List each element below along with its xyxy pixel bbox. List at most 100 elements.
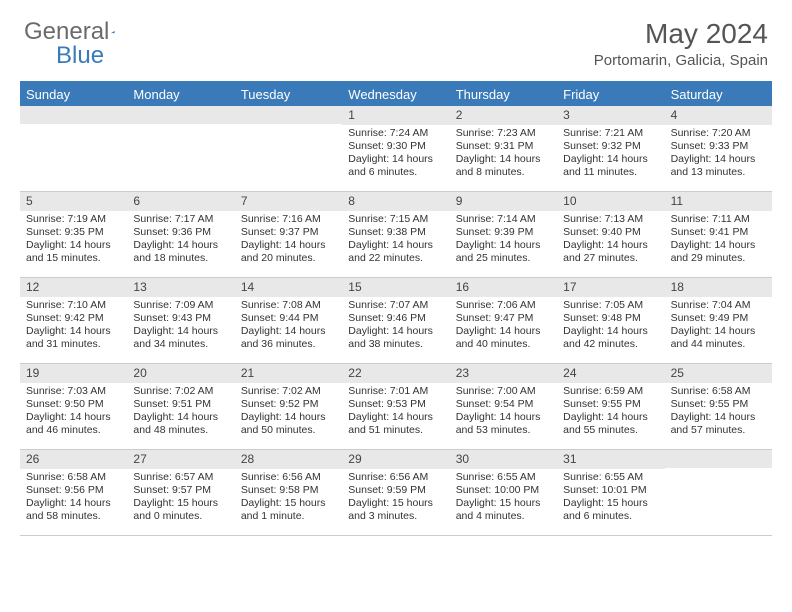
daylight-line: Daylight: 14 hours and 53 minutes. [456,411,551,437]
day-cell: 6Sunrise: 7:17 AMSunset: 9:36 PMDaylight… [127,192,234,278]
sunset-line: Sunset: 9:43 PM [133,312,228,325]
day-number [20,106,127,124]
sunset-line: Sunset: 9:49 PM [671,312,766,325]
daylight-line: Daylight: 14 hours and 18 minutes. [133,239,228,265]
sunset-line: Sunset: 9:55 PM [671,398,766,411]
sunset-line: Sunset: 9:39 PM [456,226,551,239]
sunset-line: Sunset: 9:54 PM [456,398,551,411]
day-number: 20 [127,364,234,383]
daylight-line: Daylight: 14 hours and 48 minutes. [133,411,228,437]
day-number: 14 [235,278,342,297]
day-cell: 5 Sunrise: 7:19 AMSunset: 9:35 PMDaylight… [20,192,127,278]
day-number [235,106,342,124]
day-cell: 14Sunrise: 7:08 AMSunset: 9:44 PMDayligh… [235,278,342,364]
sunset-line: Sunset: 9:50 PM [26,398,121,411]
sunrise-line: Sunrise: 7:09 AM [133,299,228,312]
logo-text-blue: Blue [56,42,104,69]
daylight-line: Daylight: 15 hours and 6 minutes. [563,497,658,523]
daylight-line: Daylight: 14 hours and 34 minutes. [133,325,228,351]
daylight-line: Daylight: 14 hours and 51 minutes. [348,411,443,437]
week-row: 26Sunrise: 6:58 AMSunset: 9:56 PMDayligh… [20,450,772,536]
sunrise-line: Sunrise: 6:56 AM [348,471,443,484]
day-number: 30 [450,450,557,469]
day-cell: 21Sunrise: 7:02 AMSunset: 9:52 PMDayligh… [235,364,342,450]
daylight-line: Daylight: 14 hours and 38 minutes. [348,325,443,351]
daylight-line: Daylight: 14 hours and 15 minutes. [26,239,121,265]
sunset-line: Sunset: 9:32 PM [563,140,658,153]
sunrise-line: Sunrise: 7:04 AM [671,299,766,312]
daylight-line: Daylight: 15 hours and 0 minutes. [133,497,228,523]
day-header-monday: Monday [127,83,234,106]
daylight-line: Daylight: 14 hours and 44 minutes. [671,325,766,351]
day-cell: 23 Sunrise: 7:00 AMSunset: 9:54 PMDayligh… [450,364,557,450]
sunrise-line: Sunrise: 7:19 AM [26,213,121,226]
sunset-line: Sunset: 9:36 PM [133,226,228,239]
sunset-line: Sunset: 9:48 PM [563,312,658,325]
week-row: 5Sunrise: 7:19 AMSunset: 9:35 PMDaylight… [20,192,772,278]
day-cell: 4Sunrise: 7:20 AMSunset: 9:33 PMDaylight… [665,106,772,192]
logo-text-blue-wrap: Blue [56,42,104,70]
day-cell: 26Sunrise: 6:58 AMSunset: 9:56 PMDayligh… [20,450,127,536]
daylight-line: Daylight: 14 hours and 29 minutes. [671,239,766,265]
sunrise-line: Sunrise: 6:58 AM [26,471,121,484]
sunrise-line: Sunrise: 7:05 AM [563,299,658,312]
day-number: 12 [20,278,127,297]
sunset-line: Sunset: 9:33 PM [671,140,766,153]
day-number: 1 [342,106,449,125]
sunset-line: Sunset: 9:58 PM [241,484,336,497]
sunrise-line: Sunrise: 6:59 AM [563,385,658,398]
sunset-line: Sunset: 9:56 PM [26,484,121,497]
day-number: 5 [20,192,127,211]
sunset-line: Sunset: 9:57 PM [133,484,228,497]
daylight-line: Daylight: 14 hours and 40 minutes. [456,325,551,351]
day-cell: 15Sunrise: 7:07 AMSunset: 9:46 PMDayligh… [342,278,449,364]
sunrise-line: Sunrise: 7:00 AM [456,385,551,398]
day-number: 7 [235,192,342,211]
day-number: 31 [557,450,664,469]
sunrise-line: Sunrise: 7:23 AM [456,127,551,140]
daylight-line: Daylight: 14 hours and 57 minutes. [671,411,766,437]
day-cell [235,106,342,192]
day-number: 4 [665,106,772,125]
day-number: 27 [127,450,234,469]
day-number: 6 [127,192,234,211]
daylight-line: Daylight: 14 hours and 31 minutes. [26,325,121,351]
sunset-line: Sunset: 9:46 PM [348,312,443,325]
sunrise-line: Sunrise: 7:11 AM [671,213,766,226]
day-cell: 1Sunrise: 7:24 AMSunset: 9:30 PMDaylight… [342,106,449,192]
daylight-line: Daylight: 14 hours and 25 minutes. [456,239,551,265]
sunrise-line: Sunrise: 7:07 AM [348,299,443,312]
day-cell: 13Sunrise: 7:09 AMSunset: 9:43 PMDayligh… [127,278,234,364]
day-number: 28 [235,450,342,469]
day-number: 8 [342,192,449,211]
day-cell: 3Sunrise: 7:21 AMSunset: 9:32 PMDaylight… [557,106,664,192]
day-cell [665,450,772,536]
day-number: 23 [450,364,557,383]
day-cell: 19Sunrise: 7:03 AMSunset: 9:50 PMDayligh… [20,364,127,450]
sunset-line: Sunset: 9:38 PM [348,226,443,239]
sunrise-line: Sunrise: 6:57 AM [133,471,228,484]
month-title: May 2024 [594,18,768,50]
day-cell: 24Sunrise: 6:59 AMSunset: 9:55 PMDayligh… [557,364,664,450]
week-row: 19Sunrise: 7:03 AMSunset: 9:50 PMDayligh… [20,364,772,450]
week-row: 12Sunrise: 7:10 AMSunset: 9:42 PMDayligh… [20,278,772,364]
day-number: 17 [557,278,664,297]
daylight-line: Daylight: 14 hours and 42 minutes. [563,325,658,351]
sunrise-line: Sunrise: 7:13 AM [563,213,658,226]
day-cell: 30Sunrise: 6:55 AMSunset: 10:00 PMDaylig… [450,450,557,536]
daylight-line: Daylight: 15 hours and 1 minute. [241,497,336,523]
day-number: 29 [342,450,449,469]
daylight-line: Daylight: 14 hours and 50 minutes. [241,411,336,437]
day-cell: 22Sunrise: 7:01 AMSunset: 9:53 PMDayligh… [342,364,449,450]
day-cell: 16Sunrise: 7:06 AMSunset: 9:47 PMDayligh… [450,278,557,364]
sunset-line: Sunset: 9:35 PM [26,226,121,239]
location: Portomarin, Galicia, Spain [594,52,768,69]
sunset-line: Sunset: 9:37 PM [241,226,336,239]
day-number: 19 [20,364,127,383]
sunset-line: Sunset: 9:52 PM [241,398,336,411]
daylight-line: Daylight: 14 hours and 6 minutes. [348,153,443,179]
day-cell: 7Sunrise: 7:16 AMSunset: 9:37 PMDaylight… [235,192,342,278]
sunset-line: Sunset: 9:42 PM [26,312,121,325]
day-number: 18 [665,278,772,297]
day-cell: 29Sunrise: 6:56 AMSunset: 9:59 PMDayligh… [342,450,449,536]
